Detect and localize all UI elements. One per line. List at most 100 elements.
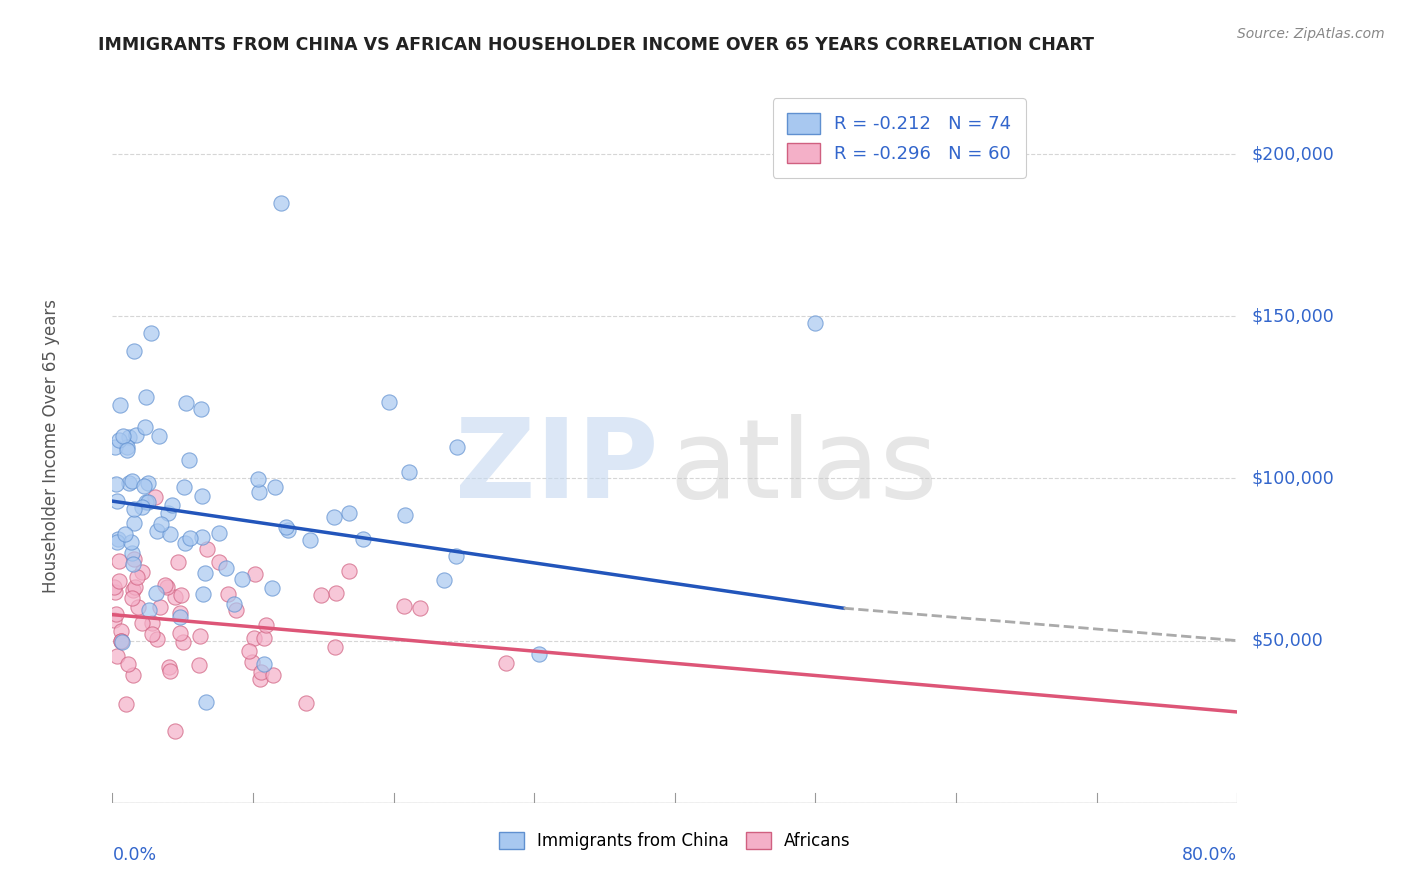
Point (117, 441, 139, 455)
Point (444, 549, 467, 563)
Text: ZIP: ZIP (454, 414, 658, 521)
Text: Householder Income Over 65 years: Householder Income Over 65 years (42, 299, 59, 593)
Point (127, 600, 149, 615)
Point (122, 501, 145, 516)
Point (114, 697, 136, 711)
Point (254, 618, 277, 632)
Point (187, 657, 209, 672)
Point (325, 585, 347, 599)
Point (135, 495, 157, 509)
Point (121, 668, 143, 682)
Point (148, 429, 170, 443)
Point (110, 624, 132, 639)
Point (103, 580, 125, 594)
Point (143, 491, 166, 505)
Point (231, 572, 253, 586)
Point (121, 591, 143, 606)
Point (240, 655, 263, 669)
Point (105, 607, 128, 621)
Point (162, 498, 184, 512)
Point (157, 660, 180, 674)
Point (270, 195, 292, 210)
Point (173, 535, 195, 549)
Point (191, 489, 214, 503)
Point (325, 640, 347, 654)
Point (337, 506, 360, 520)
Point (110, 634, 132, 648)
Point (104, 476, 127, 491)
Point (352, 532, 374, 546)
Point (262, 668, 284, 682)
Point (433, 574, 456, 588)
Point (276, 520, 298, 534)
Point (169, 626, 191, 640)
Text: IMMIGRANTS FROM CHINA VS AFRICAN HOUSEHOLDER INCOME OVER 65 YEARS CORRELATION CH: IMMIGRANTS FROM CHINA VS AFRICAN HOUSEHO… (98, 36, 1094, 54)
Point (394, 508, 416, 522)
Point (108, 398, 131, 412)
Point (188, 629, 211, 643)
Point (238, 644, 260, 658)
Point (193, 566, 215, 580)
Point (131, 500, 153, 515)
Point (141, 326, 163, 340)
Point (134, 419, 156, 434)
Point (167, 555, 190, 569)
Point (225, 603, 247, 617)
Point (309, 588, 332, 602)
Point (446, 441, 468, 455)
Point (157, 507, 180, 521)
Point (179, 531, 201, 545)
Point (149, 599, 172, 614)
Point (114, 526, 136, 541)
Point (264, 479, 287, 493)
Point (249, 672, 271, 686)
Point (110, 635, 132, 649)
Point (222, 597, 245, 611)
Point (103, 613, 125, 627)
Point (121, 474, 143, 488)
Point (169, 606, 191, 620)
Point (194, 695, 217, 709)
Point (169, 609, 191, 624)
Point (804, 316, 827, 330)
Point (253, 657, 276, 671)
Point (136, 475, 159, 490)
Point (121, 557, 143, 571)
Point (195, 541, 218, 556)
Point (156, 580, 179, 594)
Legend: Immigrants from China, Africans: Immigrants from China, Africans (491, 824, 859, 859)
Point (215, 560, 238, 574)
Point (323, 510, 346, 524)
Point (191, 587, 214, 601)
Point (159, 664, 181, 678)
Point (145, 586, 167, 600)
Point (398, 465, 420, 479)
Point (377, 394, 399, 409)
Point (173, 480, 195, 494)
Point (247, 472, 270, 486)
Point (217, 587, 239, 601)
Point (110, 634, 132, 648)
Point (250, 665, 273, 679)
Point (117, 657, 139, 671)
Point (131, 565, 153, 579)
Point (132, 479, 155, 493)
Point (208, 555, 231, 569)
Point (208, 526, 231, 541)
Text: $100,000: $100,000 (1251, 469, 1334, 487)
Point (277, 523, 299, 537)
Point (159, 527, 181, 541)
Point (124, 516, 146, 530)
Point (179, 452, 201, 467)
Point (108, 433, 131, 447)
Point (117, 442, 139, 457)
Point (299, 533, 322, 548)
Point (105, 493, 128, 508)
Point (146, 524, 169, 538)
Point (136, 494, 159, 508)
Point (122, 552, 145, 566)
Point (108, 574, 131, 588)
Point (138, 602, 160, 616)
Point (121, 582, 143, 597)
Point (253, 631, 276, 645)
